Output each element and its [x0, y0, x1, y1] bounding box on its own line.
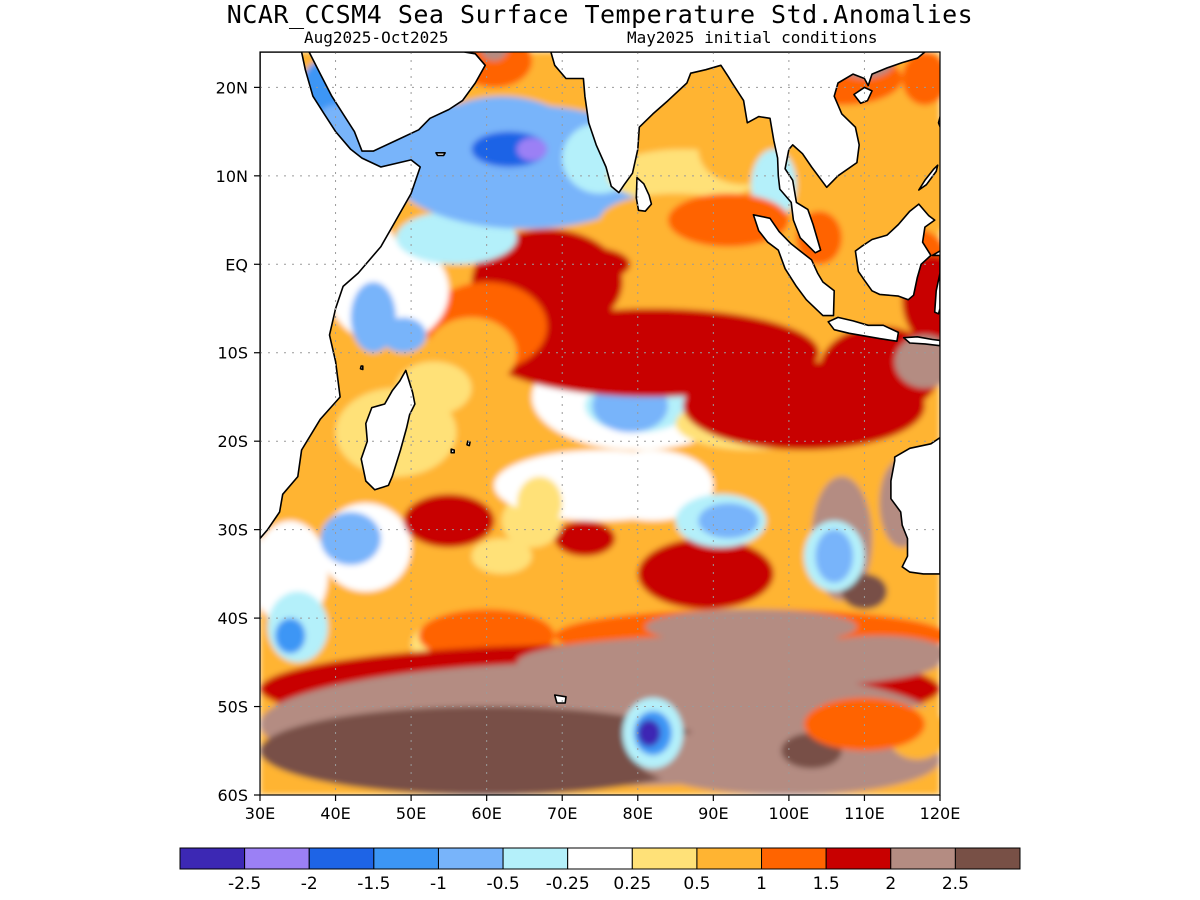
- land-masses: [260, 52, 955, 704]
- colorbar-label: -1: [430, 874, 447, 894]
- land-mauritius: [466, 440, 471, 447]
- colorbar-label: 2: [885, 874, 896, 894]
- plot-frame: [259, 51, 941, 796]
- colorbar-swatch: [761, 847, 827, 870]
- colorbar-label: -0.5: [486, 874, 519, 894]
- colorbar-label: 0.25: [613, 874, 651, 894]
- land-luzon: [937, 114, 940, 129]
- init-label: May2025 initial conditions: [627, 28, 878, 47]
- land-mindoro-visayas: [942, 145, 951, 157]
- y-tick-label: 30S: [217, 521, 248, 540]
- land-palawan: [918, 164, 939, 191]
- colorbar-swatch: [567, 847, 633, 870]
- colorbar-swatch: [631, 847, 698, 870]
- colorbar-swatch: [502, 847, 569, 870]
- land-borneo: [854, 203, 936, 301]
- map-title: NCAR_CCSM4 Sea Surface Temperature Std.A…: [226, 0, 974, 29]
- x-tick-label: 100E: [769, 804, 810, 823]
- colorbar-label: 2.5: [942, 874, 969, 894]
- y-tick-label: 10S: [217, 344, 248, 363]
- colorbar-label: -2.5: [228, 874, 261, 894]
- colorbar: -2.5 -2 -1.5 -1 -0.5 -0.25 0.25 0.5 1 1.5 2 2.5: [179, 847, 1021, 894]
- land-taiwan: [941, 52, 955, 70]
- colorbar-swatch: [373, 847, 439, 870]
- land-sulawesi: [931, 250, 940, 315]
- x-tick-label: 40E: [320, 804, 350, 823]
- y-tick-label: 50S: [217, 698, 248, 717]
- colorbar-swatch: [308, 847, 375, 870]
- y-tick-label: 40S: [217, 609, 248, 628]
- land-africa: [260, 52, 421, 540]
- y-tick-label: EQ: [225, 255, 248, 274]
- y-tick-label: 60S: [217, 786, 248, 805]
- land-arabia: [308, 52, 486, 152]
- colorbar-label: -0.25: [546, 874, 590, 894]
- land-madagascar: [360, 369, 416, 491]
- colorbar-label: -1.5: [357, 874, 390, 894]
- y-tick-label: 10N: [216, 167, 248, 186]
- colorbar-swatch: [890, 847, 956, 870]
- colorbar-label: 1: [756, 874, 767, 894]
- land-india: [550, 52, 926, 254]
- colorbar-swatch: [244, 847, 310, 870]
- x-tick-label: 110E: [844, 804, 885, 823]
- land-lesser-sundas: [902, 336, 940, 347]
- graticule: [260, 52, 940, 795]
- x-tick-label: 50E: [396, 804, 426, 823]
- x-tick-label: 120E: [920, 804, 961, 823]
- x-tick-label: 80E: [623, 804, 653, 823]
- y-tick-label: 20S: [217, 432, 248, 451]
- land-sumatra: [752, 214, 835, 317]
- colorbar-swatch: [437, 847, 504, 870]
- colorbar-label: 0.5: [683, 874, 710, 894]
- land-australia: [890, 436, 940, 575]
- period-label: Aug2025-Oct2025: [304, 28, 449, 47]
- land-reunion: [450, 448, 455, 454]
- land-java: [827, 316, 900, 342]
- land-hainan: [853, 86, 873, 105]
- y-tick-label: 20N: [216, 78, 248, 97]
- colorbar-label: -2: [301, 874, 318, 894]
- land-sri-lanka: [635, 176, 653, 212]
- land-comoros: [359, 365, 364, 371]
- colorbar-swatch: [179, 847, 246, 870]
- land-socotra: [435, 152, 446, 157]
- colorbar-label: 1.5: [813, 874, 840, 894]
- land-kerguelen: [553, 694, 567, 704]
- x-tick-label: 70E: [547, 804, 577, 823]
- colorbar-swatch: [696, 847, 763, 870]
- x-tick-label: 90E: [698, 804, 728, 823]
- axis-ticks: 30E 40E 50E 60E 70E 80E 90E 100E 110E 120E 20N 10N E…: [216, 78, 961, 823]
- x-tick-label: 30E: [245, 804, 275, 823]
- colorbar-swatch: [954, 847, 1021, 870]
- colorbar-swatch: [825, 847, 892, 870]
- x-tick-label: 60E: [471, 804, 501, 823]
